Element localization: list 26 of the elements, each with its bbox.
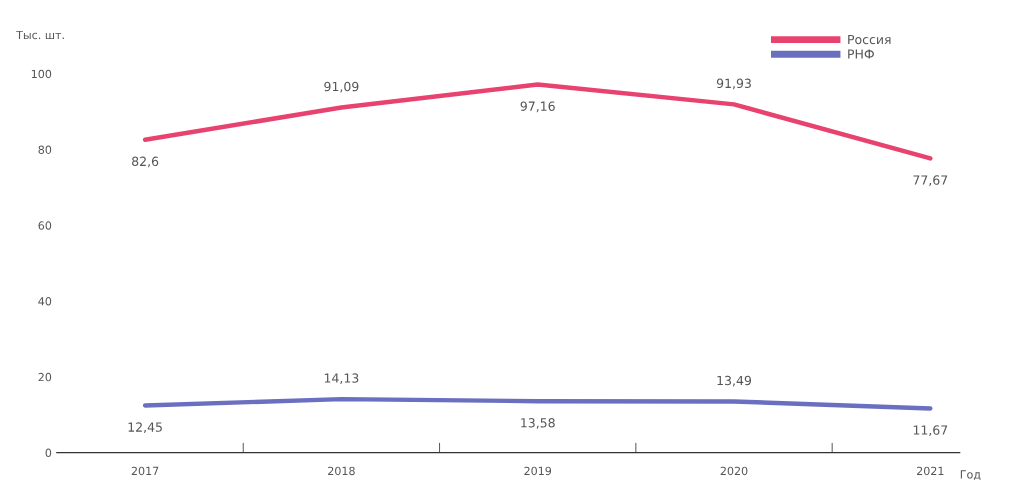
data-label: 77,67 bbox=[913, 175, 948, 187]
data-label: 91,09 bbox=[324, 81, 359, 93]
x-tick-label: 2018 bbox=[328, 466, 355, 476]
y-tick-label: 100 bbox=[31, 69, 52, 79]
data-label: 13,49 bbox=[717, 375, 752, 387]
x-tick-label: 2021 bbox=[916, 466, 944, 476]
data-label: 14,13 bbox=[324, 373, 359, 385]
data-label: 13,58 bbox=[521, 418, 555, 429]
data-label: 82,6 bbox=[132, 156, 159, 168]
y-tick-label: 40 bbox=[38, 297, 52, 306]
y-tick-label: 0 bbox=[45, 448, 52, 458]
y-axis-title: Тыс. шт. bbox=[16, 30, 64, 40]
y-tick-label: 20 bbox=[38, 372, 52, 382]
line-series bbox=[142, 396, 933, 411]
data-label: 97,16 bbox=[520, 101, 555, 113]
legend-label: РНФ bbox=[848, 49, 874, 59]
data-label: 11,67 bbox=[913, 425, 948, 437]
x-tick-label: 2017 bbox=[131, 466, 159, 476]
x-tick-label: 2019 bbox=[524, 466, 552, 476]
data-label: 91,93 bbox=[716, 78, 751, 90]
x-tick-label: 2020 bbox=[720, 466, 748, 476]
y-tick-label: 80 bbox=[38, 145, 52, 154]
x-axis-title: Год bbox=[960, 470, 981, 480]
legend-label: Россия bbox=[848, 34, 891, 45]
data-label: 12,45 bbox=[128, 422, 162, 434]
y-tick-label: 60 bbox=[38, 221, 52, 230]
